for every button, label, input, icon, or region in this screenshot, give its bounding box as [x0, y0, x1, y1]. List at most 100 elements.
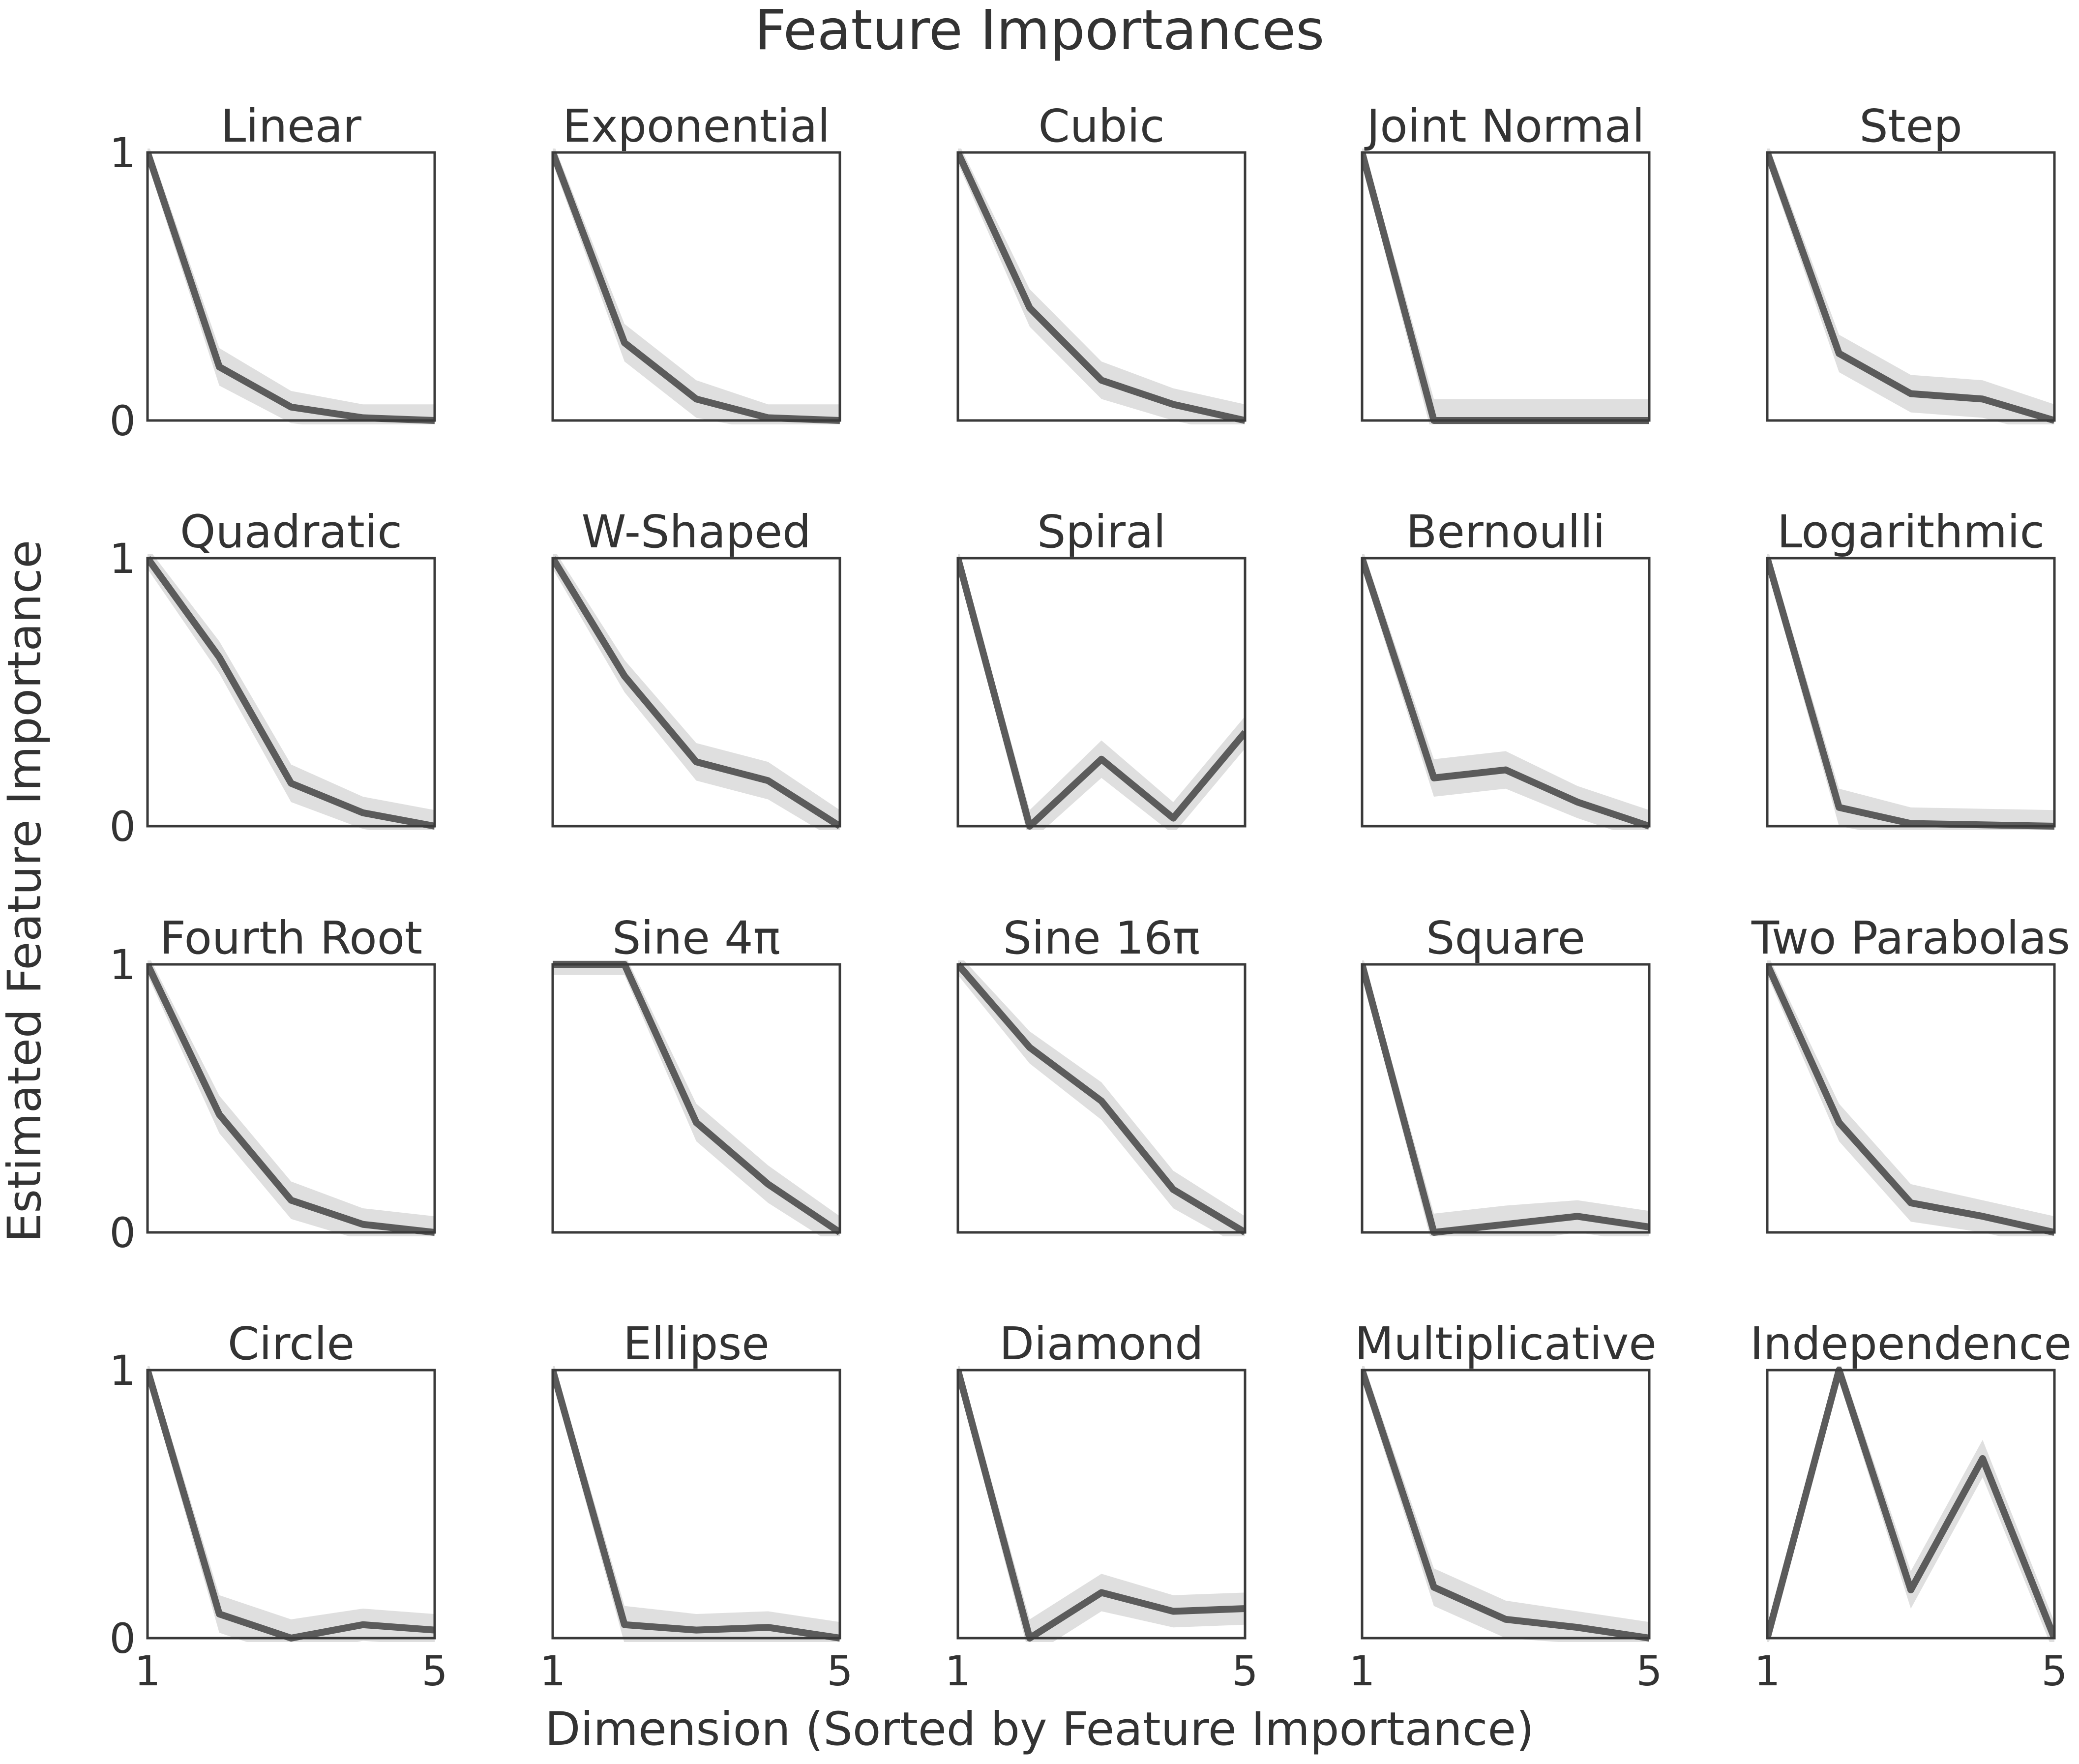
axes-frame: [1766, 963, 2056, 1234]
subplot-panel: Multiplicative 1 5: [1349, 1317, 1662, 1695]
confidence-band: [958, 554, 1245, 830]
importance-line: [148, 151, 435, 424]
axes-frame: [1361, 1369, 1651, 1640]
subplot-title: Independence: [1750, 1317, 2072, 1370]
subplot-title: Diamond: [999, 1317, 1203, 1370]
subplot-panel: Joint Normal: [1361, 100, 1651, 424]
axes-frame: [551, 963, 841, 1234]
axes-frame: [146, 963, 436, 1234]
axes-frame: [956, 557, 1247, 828]
axes-frame: [551, 557, 841, 828]
subplot-title: Step: [1859, 100, 1962, 152]
subplot-title: Exponential: [563, 100, 830, 152]
y-tick-label: 1: [110, 535, 136, 583]
subplot-title: Linear: [221, 100, 361, 152]
subplot-panel: Sine 16π: [956, 912, 1247, 1236]
subplot-panel: Spiral: [956, 506, 1247, 830]
importance-line: [1767, 1367, 2054, 1640]
subplot-panel: Sine 4π: [551, 912, 841, 1236]
y-tick-label: 1: [110, 129, 136, 177]
axes-frame: [146, 557, 436, 828]
subplot-title: Joint Normal: [1364, 100, 1644, 152]
confidence-band: [958, 149, 1245, 424]
axes-frame: [551, 1369, 841, 1640]
subplot-panel: Cubic: [956, 100, 1247, 424]
subplot-panel: Linear 1 0: [110, 100, 436, 445]
figure-title: Feature Importances: [755, 0, 1325, 62]
subplot-title: Fourth Root: [160, 912, 422, 964]
confidence-band: [958, 1366, 1245, 1642]
axes-frame: [1361, 963, 1651, 1234]
subplot-title: Cubic: [1038, 100, 1164, 152]
axes-frame: [1766, 1369, 2056, 1640]
subplot-title: Sine 4π: [612, 912, 780, 964]
importance-line: [1767, 151, 2054, 424]
subplot-panel: Step: [1766, 100, 2056, 424]
x-tick-label: 5: [421, 1647, 447, 1695]
axes-frame: [1766, 151, 2056, 422]
confidence-band: [148, 554, 435, 830]
x-tick-label: 1: [134, 1647, 160, 1695]
confidence-band: [1362, 960, 1649, 1236]
importance-line: [1362, 557, 1649, 830]
subplot-panel: Two Parabolas: [1751, 912, 2070, 1236]
y-axis-label: Estimated Feature Importance: [0, 540, 52, 1243]
confidence-band: [1362, 554, 1649, 830]
subplot-title: Two Parabolas: [1751, 912, 2070, 964]
axes-frame: [1361, 557, 1651, 828]
confidence-band: [1767, 554, 2054, 830]
x-tick-label: 5: [2041, 1647, 2067, 1695]
importance-line: [1362, 151, 1649, 424]
x-tick-label: 1: [539, 1647, 565, 1695]
subplot-panel: Logarithmic: [1766, 506, 2056, 830]
x-tick-label: 1: [945, 1647, 971, 1695]
importance-line: [958, 151, 1245, 424]
subplot-panel: Fourth Root 1 0: [110, 912, 436, 1257]
y-tick-label: 0: [110, 803, 136, 851]
x-tick-label: 1: [1754, 1647, 1780, 1695]
importance-line: [148, 962, 435, 1236]
confidence-band: [553, 554, 840, 830]
subplot-panel: Quadratic 1 0: [110, 506, 436, 851]
y-tick-label: 0: [110, 397, 136, 445]
confidence-band: [553, 149, 840, 424]
confidence-band: [148, 149, 435, 424]
importance-line: [148, 556, 435, 830]
importance-line: [958, 1369, 1245, 1642]
axes-frame: [551, 151, 841, 422]
importance-line: [1767, 963, 2054, 1236]
importance-line: [1767, 557, 2054, 830]
x-tick-label: 5: [1636, 1647, 1662, 1695]
confidence-band: [148, 960, 435, 1236]
importance-line: [553, 151, 840, 424]
y-tick-label: 0: [110, 1209, 136, 1257]
axes-frame: [146, 1369, 436, 1640]
importance-line: [958, 557, 1245, 830]
confidence-band: [148, 1366, 435, 1642]
axes-frame: [956, 151, 1247, 422]
axes-frame: [956, 963, 1247, 1234]
subplot-panel: Square: [1361, 912, 1651, 1236]
confidence-band: [553, 1366, 840, 1642]
importance-line: [553, 556, 840, 829]
x-tick-label: 5: [827, 1647, 853, 1695]
confidence-band: [553, 960, 840, 1236]
subplot-title: Circle: [228, 1317, 355, 1370]
importance-line: [958, 962, 1245, 1236]
subplot-panel: W-Shaped: [551, 506, 841, 830]
confidence-band: [1767, 1366, 2054, 1642]
axes-frame: [146, 151, 436, 422]
subplot-title: Bernoulli: [1406, 506, 1605, 558]
x-tick-label: 1: [1349, 1647, 1375, 1695]
confidence-band: [1362, 149, 1649, 424]
y-tick-label: 0: [110, 1615, 136, 1663]
x-tick-label: 5: [1232, 1647, 1258, 1695]
subplot-panel: Bernoulli: [1361, 506, 1651, 830]
x-axis-label: Dimension (Sorted by Feature Importance): [545, 1703, 1534, 1756]
axes-frame: [1361, 151, 1651, 422]
subplot-title: Quadratic: [180, 506, 402, 558]
importance-line: [1362, 963, 1649, 1236]
